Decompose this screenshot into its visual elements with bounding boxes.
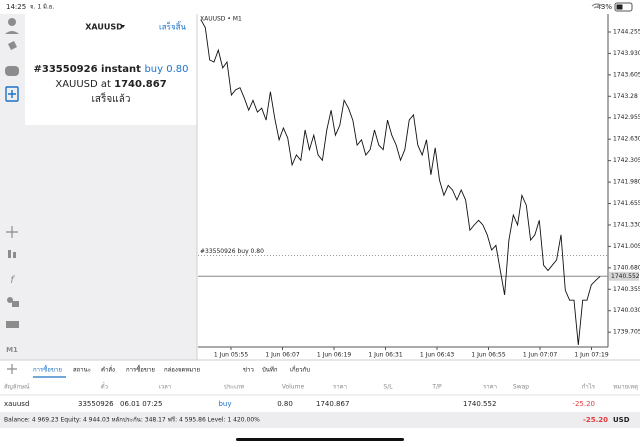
column-header: ตั๋ว [101,381,108,390]
y-tick-label: 1740.680 [613,264,640,271]
account-icon[interactable] [8,18,16,26]
chat-icon[interactable] [5,66,19,76]
chart: 1744.255 1743.930 1743.605 1743.28 1742.955 1… [198,19,640,359]
cell: 0.80 [277,400,293,408]
footer-bar [0,412,640,428]
objects-icon[interactable] [12,301,19,307]
current-price-box [609,271,639,281]
column-header: ประเภท [224,384,244,391]
x-tick-label: 1 Jun 06:31 [368,352,402,359]
battery-level: 43% [596,3,612,11]
tab[interactable]: ข่าว [243,367,254,374]
y-tick-label: 1741.655 [613,200,640,207]
symbol-selector[interactable]: XAUUSD [85,23,123,32]
cell: 33550926 [78,400,114,408]
y-tick-label: 1742.630 [613,136,640,143]
column-header: S/L [383,384,393,391]
x-tick-label: 1 Jun 05:55 [214,352,248,359]
order-status: เสร็จแล้ว [92,91,131,105]
price-prefix: XAUUSD at [55,79,111,90]
x-tick-label: 1 Jun 07:07 [523,352,557,359]
total-profit: -25.20 [583,416,608,424]
cell: xauusd [4,400,29,408]
column-header: Volume [282,384,305,391]
cell: 1740.552 [463,400,496,408]
dropdown-arrow[interactable] [121,25,125,28]
tab[interactable]: การซื้อขาย [33,364,62,374]
battery-icon [614,2,633,12]
column-header: ราคา [333,384,347,391]
indicators-icon[interactable]: f [10,275,15,286]
y-tick-label: 1742.305 [613,157,640,164]
y-tick-label: 1740.030 [613,307,640,314]
column-header: สัญลักษณ์ [4,383,30,391]
y-tick-label: 1740.355 [613,286,640,293]
new-order-icon[interactable] [5,86,19,102]
column-header: กำไร [582,383,596,391]
wifi-icon [591,3,603,9]
y-tick-label: 1739.705 [613,329,640,336]
x-tick-label: 1 Jun 06:43 [420,352,454,359]
tab[interactable]: การซื้อขาย [126,364,155,374]
battery-fill [616,4,623,10]
y-tick-label: 1743.930 [613,50,640,57]
column-header: Swap [513,384,529,391]
order-text: #33550926 instant [34,64,142,75]
new-order-icon[interactable] [8,90,16,98]
tab-bar: การซื้อขาย สถานะ คำสั่ง การซื้อขาย กล่องจดหม… [33,364,310,378]
trade-icon[interactable] [8,41,17,50]
templates-icon[interactable] [6,321,19,328]
current-price-label: 1740.552 [611,273,640,280]
cell: buy [218,400,231,408]
home-indicator [236,438,404,441]
currency: USD [613,416,630,424]
order-panel [25,14,197,125]
tab[interactable]: สถานะ [73,367,91,374]
timeframe-button[interactable]: M1 [6,346,18,354]
column-header: T/P [431,384,442,391]
y-tick-label: 1743.28 [613,93,638,100]
account-icon[interactable] [5,31,19,34]
y-tick-label: 1741.005 [613,243,640,250]
order-result: #33550926 instant buy 0.80 [34,64,189,75]
column-header: ราคา [483,384,497,391]
cell: 06.01 07:25 [120,400,162,408]
order-price: 1740.867 [114,79,167,90]
y-tick-label: 1744.255 [613,28,640,35]
crosshair-icon[interactable] [6,226,18,238]
status-date: จ. 1 มิ.ย. [30,4,54,11]
account-summary: Balance: 4 969.23 Equity: 4 944.03 หลักป… [4,416,260,424]
candles-icon[interactable] [8,250,11,258]
objects-icon[interactable] [7,297,13,303]
order-action: buy 0.80 [144,64,188,75]
y-tick-label: 1742.955 [613,114,640,121]
status-time: 14:25 [6,3,26,11]
cell: -25.20 [572,400,595,408]
x-tick-label: 1 Jun 07:19 [574,352,608,359]
x-tick-label: 1 Jun 06:07 [265,352,299,359]
y-tick-label: 1741.330 [613,221,640,228]
y-tick-label: 1743.605 [613,71,640,78]
x-tick-label: 1 Jun 06:55 [471,352,505,359]
add-icon[interactable] [7,364,17,374]
order-price-line: XAUUSD at 1740.867 [55,79,166,90]
y-tick-label: 1741.980 [613,179,640,186]
cell: 1740.867 [316,400,349,408]
tab[interactable]: คำสั่ง [101,366,115,374]
candles-icon[interactable] [13,252,16,258]
column-header: เวลา [159,384,171,391]
chart-title: XAUUSD • M1 [200,16,242,23]
done-button[interactable]: เสร็จสิ้น [159,21,186,32]
tab[interactable]: กล่องจดหมาย [164,367,200,374]
order-level-label: #33550926 buy 0.80 [200,248,264,255]
tab[interactable]: บันทึก [262,367,278,374]
price-line [200,19,601,346]
column-header: หมายเหตุ [613,384,638,391]
trade-table: สัญลักษณ์ ตั๋ว เวลา ประเภท Volume ราคา S/L T/P ร… [0,381,640,408]
tab[interactable]: เกี่ยวกับ [290,366,310,374]
x-tick-label: 1 Jun 06:19 [317,352,351,359]
